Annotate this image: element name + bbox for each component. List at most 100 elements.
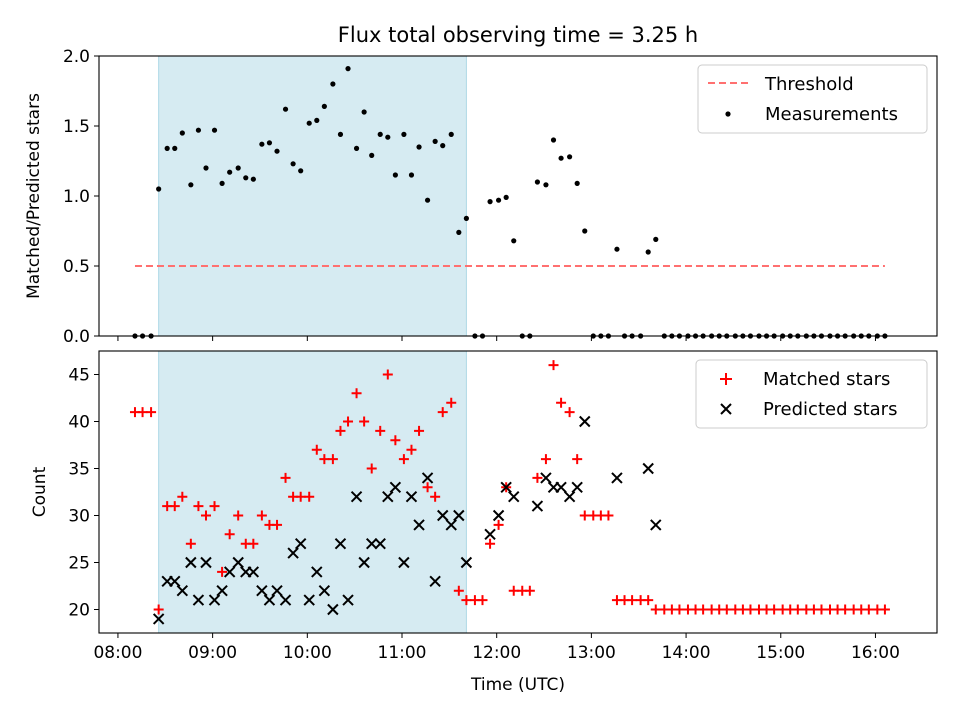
matched-stars-point bbox=[327, 454, 338, 465]
predicted-stars-point bbox=[185, 556, 197, 569]
matched-stars-point bbox=[643, 595, 654, 606]
bottom-x-tick-label: 16:00 bbox=[851, 643, 900, 663]
matched-stars-point bbox=[319, 454, 330, 465]
matched-stars-point bbox=[572, 454, 583, 465]
matched-stars-point bbox=[792, 604, 803, 615]
measurement-point bbox=[282, 106, 289, 112]
predicted-stars-point bbox=[389, 481, 402, 494]
measurement-point bbox=[337, 131, 344, 137]
predicted-stars-point bbox=[650, 519, 662, 531]
bottom-legend-predicted-swatch bbox=[720, 403, 732, 415]
predicted-stars-point bbox=[223, 566, 236, 578]
top-shaded-interval-layer bbox=[158, 55, 467, 337]
bottom-plot-frame bbox=[98, 350, 938, 634]
top-y-tick-label: 1.5 bbox=[63, 117, 90, 137]
matched-stars-point bbox=[209, 501, 220, 512]
measurement-point bbox=[550, 137, 557, 143]
matched-stars-point bbox=[430, 491, 441, 502]
measurement-point bbox=[503, 194, 509, 200]
measurement-point bbox=[164, 145, 170, 151]
matched-stars-point bbox=[398, 454, 409, 465]
top-chart-title: Flux total observing time = 3.25 h bbox=[338, 23, 698, 47]
measurement-point bbox=[574, 180, 580, 186]
matched-stars-point bbox=[153, 604, 164, 615]
matched-stars-point bbox=[280, 472, 291, 483]
bottom-x-tick-label: 14:00 bbox=[662, 643, 711, 663]
top-legend-measurements-label: Measurements bbox=[765, 104, 898, 125]
predicted-stars-point bbox=[445, 519, 457, 531]
measurement-point bbox=[195, 127, 202, 133]
matched-stars-point bbox=[721, 604, 732, 615]
measurement-point bbox=[219, 180, 225, 186]
predicted-stars-point bbox=[169, 575, 181, 588]
predicted-stars-point bbox=[350, 490, 363, 503]
measurement-point bbox=[306, 120, 312, 126]
predicted-stars-point bbox=[303, 594, 315, 606]
top-x-axis bbox=[117, 336, 876, 341]
matched-stars-point bbox=[477, 595, 488, 606]
predicted-stars-point bbox=[232, 556, 244, 569]
measurement-point bbox=[432, 138, 438, 144]
measurement-point bbox=[361, 109, 367, 115]
bottom-shaded-interval bbox=[158, 350, 467, 634]
matched-stars-point bbox=[579, 510, 590, 521]
matched-stars-point bbox=[816, 604, 827, 615]
top-legend: Threshold Measurements bbox=[697, 64, 928, 134]
predicted-stars-point bbox=[460, 556, 473, 569]
measurement-point bbox=[314, 117, 320, 123]
measurement-point bbox=[266, 140, 273, 146]
predicted-stars-point bbox=[342, 594, 354, 606]
bottom-x-axis-label: Time (UTC) bbox=[470, 675, 565, 695]
matched-stars-point bbox=[674, 604, 685, 615]
matched-stars-point bbox=[146, 407, 157, 418]
top-legend-threshold-label: Threshold bbox=[764, 74, 854, 95]
predicted-stars-point bbox=[279, 594, 292, 606]
predicted-stars-point bbox=[453, 509, 465, 522]
matched-stars-point bbox=[540, 454, 551, 465]
bottom-series-layer bbox=[129, 360, 890, 625]
bottom-x-tick-label: 15:00 bbox=[756, 643, 805, 663]
bottom-y-axis-label: Count bbox=[30, 466, 50, 517]
predicted-stars-point bbox=[294, 537, 307, 550]
predicted-stars-point bbox=[484, 528, 496, 541]
top-series-layer bbox=[132, 66, 888, 339]
predicted-stars-point bbox=[287, 547, 299, 559]
bottom-legend: Matched stars Predicted stars bbox=[695, 359, 928, 429]
matched-stars-point bbox=[295, 491, 306, 502]
matched-stars-point bbox=[532, 472, 543, 483]
measurement-point bbox=[645, 249, 651, 255]
measurement-point bbox=[385, 134, 391, 140]
bottom-y-tick-label: 35 bbox=[68, 460, 90, 480]
matched-stars-point bbox=[879, 604, 890, 615]
measurement-point bbox=[440, 143, 446, 149]
predicted-stars-point bbox=[571, 481, 583, 494]
measurement-point bbox=[321, 103, 327, 109]
matched-stars-point bbox=[524, 585, 535, 596]
measurement-point bbox=[353, 145, 360, 151]
predicted-stars-point bbox=[382, 490, 394, 503]
matched-stars-point bbox=[366, 463, 377, 474]
matched-stars-point bbox=[351, 388, 362, 399]
top-legend-measurements-swatch bbox=[725, 111, 731, 117]
matched-stars-point bbox=[461, 595, 472, 606]
measurement-point bbox=[463, 215, 469, 221]
predicted-stars-point bbox=[374, 537, 386, 550]
matched-stars-point bbox=[304, 491, 315, 502]
predicted-stars-point bbox=[611, 472, 623, 484]
matched-stars-point bbox=[224, 529, 235, 540]
predicted-stars-point bbox=[531, 500, 544, 512]
matched-stars-point bbox=[769, 604, 780, 615]
predicted-stars-point bbox=[508, 490, 520, 503]
measurement-point bbox=[298, 168, 304, 174]
measurement-point bbox=[250, 176, 256, 182]
matched-stars-point bbox=[272, 519, 283, 530]
matched-stars-point bbox=[863, 604, 874, 615]
predicted-stars-point bbox=[579, 415, 591, 428]
matched-stars-point bbox=[508, 585, 519, 596]
measurement-point bbox=[487, 199, 493, 205]
top-legend-box bbox=[697, 64, 928, 134]
matched-stars-point bbox=[446, 397, 457, 408]
bottom-legend-matched-swatch bbox=[720, 373, 732, 385]
bottom-x-tick-label: 13:00 bbox=[567, 643, 616, 663]
predicted-stars-point bbox=[413, 519, 425, 531]
